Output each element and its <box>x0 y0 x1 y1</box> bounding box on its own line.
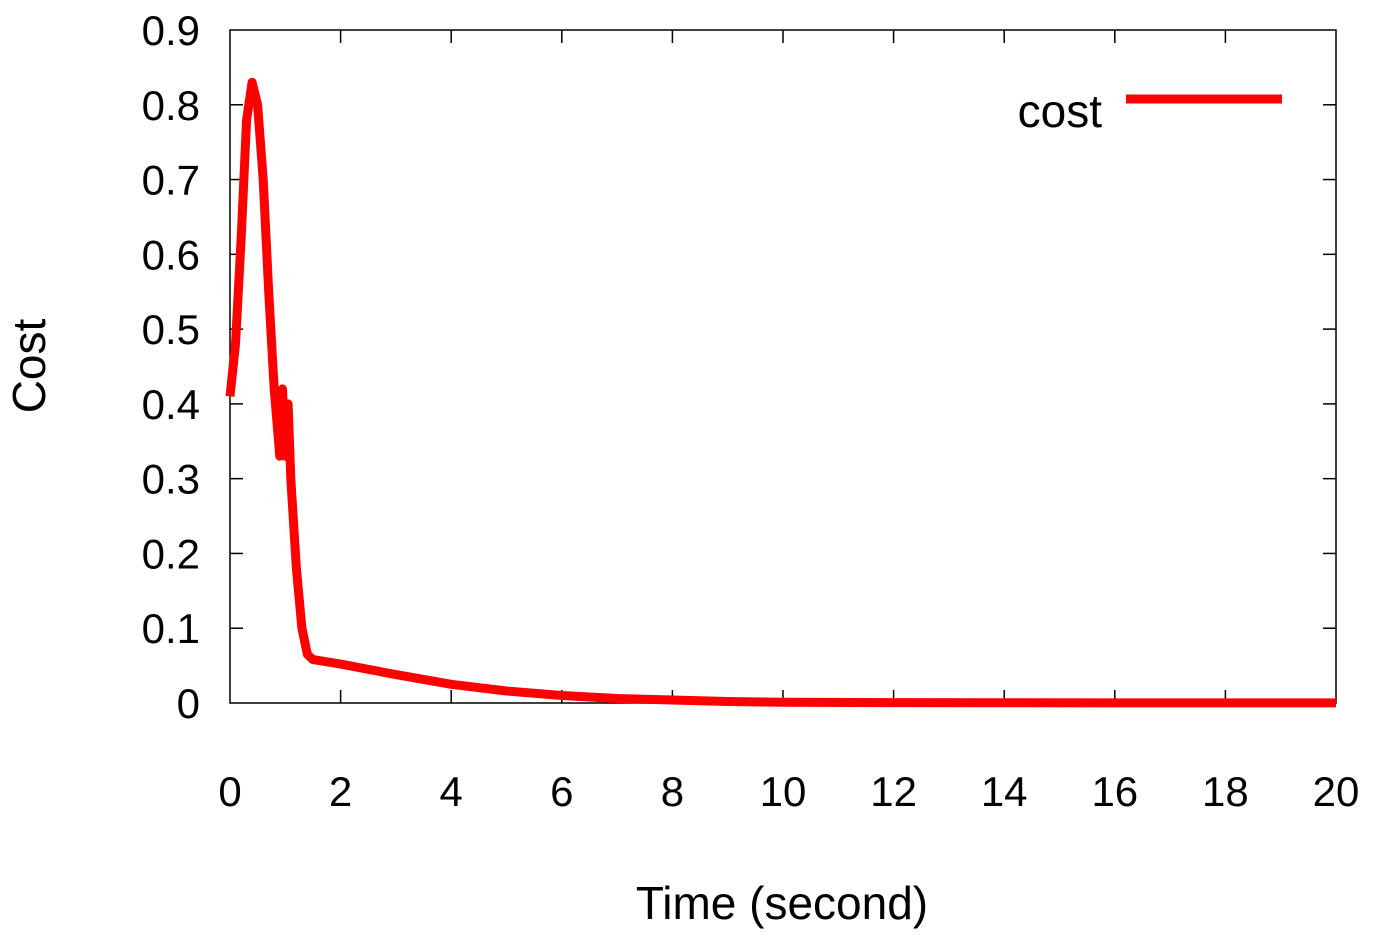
y-tick-label: 0.8 <box>142 82 200 129</box>
y-tick-label: 0.6 <box>142 231 200 278</box>
x-tick-label: 18 <box>1202 768 1249 815</box>
y-axis-title: Cost <box>3 318 55 413</box>
y-tick-label: 0.7 <box>142 157 200 204</box>
y-tick-label: 0 <box>177 680 200 727</box>
x-tick-label: 10 <box>760 768 807 815</box>
y-tick-label: 0.1 <box>142 605 200 652</box>
y-tick-label: 0.9 <box>142 7 200 54</box>
legend: cost <box>1018 85 1282 137</box>
x-tick-label: 2 <box>329 768 352 815</box>
x-tick-label: 12 <box>870 768 917 815</box>
x-tick-label: 20 <box>1313 768 1360 815</box>
x-axis-title: Time (second) <box>636 877 928 929</box>
y-tick-label: 0.5 <box>142 306 200 353</box>
y-tick-label: 0.4 <box>142 381 200 428</box>
x-tick-label: 14 <box>981 768 1028 815</box>
y-ticks: 0 0.1 0.2 0.3 0.4 0.5 0.6 0.7 0.8 0.9 <box>142 7 1336 727</box>
series-cost-line <box>225 77 1336 708</box>
x-tick-label: 0 <box>218 768 241 815</box>
x-tick-label: 8 <box>661 768 684 815</box>
x-tick-label: 4 <box>440 768 463 815</box>
y-tick-label: 0.3 <box>142 456 200 503</box>
x-tick-label: 6 <box>550 768 573 815</box>
y-tick-label: 0.2 <box>142 530 200 577</box>
x-tick-label: 16 <box>1091 768 1138 815</box>
x-ticks: 0 2 4 6 8 10 12 14 16 18 20 <box>218 30 1359 815</box>
plot-frame <box>229 29 1337 704</box>
legend-label-cost: cost <box>1018 85 1103 137</box>
